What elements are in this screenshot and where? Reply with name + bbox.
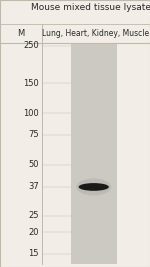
- Text: 250: 250: [23, 41, 39, 50]
- Text: Mouse mixed tissue lysates: Mouse mixed tissue lysates: [31, 3, 150, 12]
- Text: M: M: [17, 29, 25, 38]
- Bar: [70, 43, 117, 264]
- Text: 75: 75: [28, 130, 39, 139]
- Text: 25: 25: [28, 211, 39, 221]
- Ellipse shape: [76, 178, 111, 195]
- Text: 100: 100: [23, 109, 39, 118]
- Text: 37: 37: [28, 182, 39, 191]
- Ellipse shape: [79, 183, 109, 191]
- Text: Lung, Heart, Kidney, Muscle: Lung, Heart, Kidney, Muscle: [42, 29, 150, 38]
- Text: 20: 20: [28, 228, 39, 237]
- Text: 150: 150: [23, 79, 39, 88]
- Text: 15: 15: [28, 249, 39, 258]
- Text: 50: 50: [28, 160, 39, 169]
